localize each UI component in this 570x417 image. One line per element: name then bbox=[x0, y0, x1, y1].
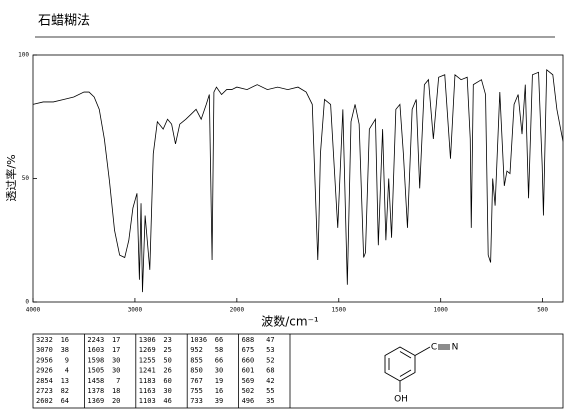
peak-transmittance: 26 bbox=[163, 367, 171, 375]
x-tick-label: 3000 bbox=[128, 307, 143, 314]
peak-wavenumber: 755 bbox=[190, 387, 203, 395]
peak-wavenumber: 1603 bbox=[87, 346, 104, 354]
benzene-ring bbox=[384, 346, 416, 382]
ring-double-bond bbox=[399, 351, 412, 359]
peak-wavenumber: 1306 bbox=[139, 336, 156, 344]
y-tick-label: 0 bbox=[25, 299, 29, 306]
peak-wavenumber: 855 bbox=[190, 356, 203, 364]
peak-transmittance: 60 bbox=[163, 377, 171, 385]
peak-wavenumber: 502 bbox=[242, 387, 255, 395]
peak-transmittance: 20 bbox=[112, 397, 120, 405]
peak-wavenumber: 1458 bbox=[87, 377, 104, 385]
peak-wavenumber: 850 bbox=[190, 367, 203, 375]
peak-transmittance: 55 bbox=[266, 387, 274, 395]
peak-wavenumber: 569 bbox=[242, 377, 255, 385]
x-tick-label: 4000 bbox=[26, 307, 41, 314]
peak-wavenumber: 2956 bbox=[36, 356, 53, 364]
peak-wavenumber: 1255 bbox=[139, 356, 156, 364]
peak-wavenumber: 1369 bbox=[87, 397, 104, 405]
peak-transmittance: 30 bbox=[112, 356, 120, 364]
peak-transmittance: 35 bbox=[266, 397, 274, 405]
peak-transmittance: 39 bbox=[215, 397, 223, 405]
peak-transmittance: 18 bbox=[112, 387, 120, 395]
peak-wavenumber: 952 bbox=[190, 346, 203, 354]
peak-transmittance: 53 bbox=[266, 346, 274, 354]
peak-wavenumber: 1241 bbox=[139, 367, 156, 375]
peak-wavenumber: 3232 bbox=[36, 336, 53, 344]
peak-transmittance: 13 bbox=[61, 377, 69, 385]
peak-transmittance: 17 bbox=[112, 336, 120, 344]
peak-wavenumber: 688 bbox=[242, 336, 255, 344]
peak-wavenumber: 3070 bbox=[36, 346, 53, 354]
peak-wavenumber: 1598 bbox=[87, 356, 104, 364]
peak-transmittance: 66 bbox=[215, 336, 223, 344]
peak-transmittance: 42 bbox=[266, 377, 274, 385]
peak-wavenumber: 1505 bbox=[87, 367, 104, 375]
peak-transmittance: 7 bbox=[116, 377, 120, 385]
x-tick-label: 1000 bbox=[433, 307, 448, 314]
bond bbox=[414, 346, 431, 356]
peak-wavenumber: 1103 bbox=[139, 397, 156, 405]
peak-transmittance: 30 bbox=[112, 367, 120, 375]
peak-transmittance: 82 bbox=[61, 387, 69, 395]
atom-label: OH bbox=[394, 395, 408, 405]
y-axis-label: 透过率/% bbox=[4, 154, 18, 201]
peak-transmittance: 25 bbox=[163, 346, 171, 354]
peak-transmittance: 38 bbox=[61, 346, 69, 354]
peak-transmittance: 68 bbox=[266, 367, 274, 375]
peak-transmittance: 16 bbox=[215, 387, 223, 395]
peak-wavenumber: 675 bbox=[242, 346, 255, 354]
x-tick-label: 500 bbox=[537, 307, 548, 314]
peak-wavenumber: 1378 bbox=[87, 387, 104, 395]
peak-wavenumber: 2602 bbox=[36, 397, 53, 405]
peak-transmittance: 23 bbox=[163, 336, 171, 344]
y-tick-label: 50 bbox=[22, 175, 30, 182]
peak-transmittance: 47 bbox=[266, 336, 274, 344]
atom-label: N bbox=[452, 343, 459, 353]
y-tick-label: 100 bbox=[18, 52, 29, 59]
peak-transmittance: 58 bbox=[215, 346, 223, 354]
peak-transmittance: 17 bbox=[112, 346, 120, 354]
atom-label: C bbox=[431, 343, 437, 353]
peak-transmittance: 46 bbox=[163, 397, 171, 405]
x-axis-label: 波数/cm⁻¹ bbox=[261, 314, 319, 329]
peak-transmittance: 52 bbox=[266, 356, 274, 364]
peak-wavenumber: 2926 bbox=[36, 367, 53, 375]
peak-transmittance: 30 bbox=[163, 387, 171, 395]
peak-wavenumber: 1183 bbox=[139, 377, 156, 385]
peak-transmittance: 9 bbox=[65, 356, 69, 364]
peak-transmittance: 66 bbox=[215, 356, 223, 364]
page-title: 石蜡糊法 bbox=[38, 13, 90, 29]
peak-wavenumber: 660 bbox=[242, 356, 255, 364]
peak-wavenumber: 1163 bbox=[139, 387, 156, 395]
peak-wavenumber: 2723 bbox=[36, 387, 53, 395]
x-tick-label: 2000 bbox=[230, 307, 245, 314]
spectrum-line bbox=[32, 68, 564, 293]
peak-transmittance: 16 bbox=[61, 336, 69, 344]
peak-wavenumber: 733 bbox=[190, 397, 203, 405]
peak-transmittance: 50 bbox=[163, 356, 171, 364]
peak-wavenumber: 496 bbox=[242, 397, 255, 405]
peak-transmittance: 19 bbox=[215, 377, 223, 385]
peak-transmittance: 30 bbox=[215, 367, 223, 375]
x-tick-label: 1500 bbox=[332, 307, 347, 314]
peak-wavenumber: 601 bbox=[242, 367, 255, 375]
ring-double-bond bbox=[399, 369, 412, 377]
peak-wavenumber: 767 bbox=[190, 377, 203, 385]
peak-wavenumber: 1269 bbox=[139, 346, 156, 354]
peak-wavenumber: 1036 bbox=[190, 336, 207, 344]
peak-transmittance: 64 bbox=[61, 397, 69, 405]
peak-wavenumber: 2243 bbox=[87, 336, 104, 344]
peak-table-frame bbox=[32, 333, 564, 409]
structure bbox=[384, 344, 450, 392]
peak-wavenumber: 2854 bbox=[36, 377, 53, 385]
peak-transmittance: 4 bbox=[65, 367, 69, 375]
plot-frame bbox=[32, 54, 564, 303]
